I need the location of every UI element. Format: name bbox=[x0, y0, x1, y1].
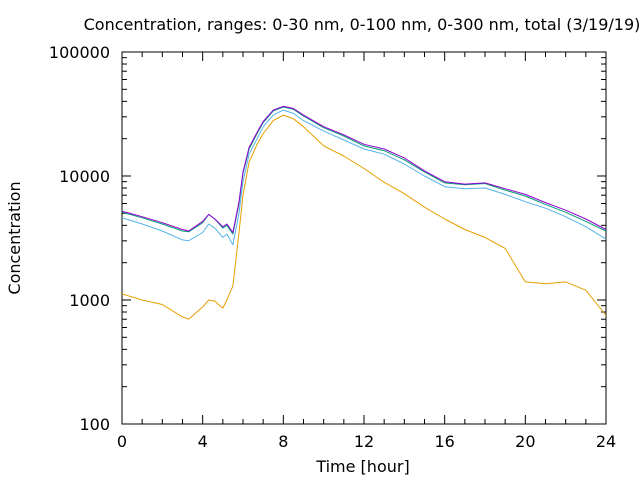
x-tick-label: 16 bbox=[434, 432, 454, 451]
y-axis-label: Concentration bbox=[5, 181, 24, 294]
series-line bbox=[121, 114, 607, 320]
y-axis-ticks: 100 1000 10000 100000 bbox=[49, 43, 606, 434]
series-line bbox=[121, 105, 607, 233]
series-layer bbox=[121, 105, 607, 320]
y-tick-label: 100000 bbox=[49, 43, 110, 62]
plot-frame bbox=[121, 51, 607, 425]
y-tick-label: 10000 bbox=[59, 167, 110, 186]
series-line bbox=[121, 106, 607, 235]
y-tick-label: 1000 bbox=[69, 291, 110, 310]
series-line bbox=[121, 109, 607, 246]
x-tick-label: 0 bbox=[117, 432, 127, 451]
chart-title: Concentration, ranges: 0-30 nm, 0-100 nm… bbox=[84, 15, 640, 34]
x-axis-ticks: 0 4 8 12 16 20 24 bbox=[117, 52, 616, 451]
x-axis-label: Time [hour] bbox=[315, 457, 409, 476]
y-tick-label: 100 bbox=[79, 415, 110, 434]
x-tick-label: 24 bbox=[596, 432, 616, 451]
x-tick-label: 12 bbox=[354, 432, 374, 451]
x-tick-label: 20 bbox=[515, 432, 535, 451]
x-tick-label: 8 bbox=[278, 432, 288, 451]
x-tick-label: 4 bbox=[198, 432, 208, 451]
